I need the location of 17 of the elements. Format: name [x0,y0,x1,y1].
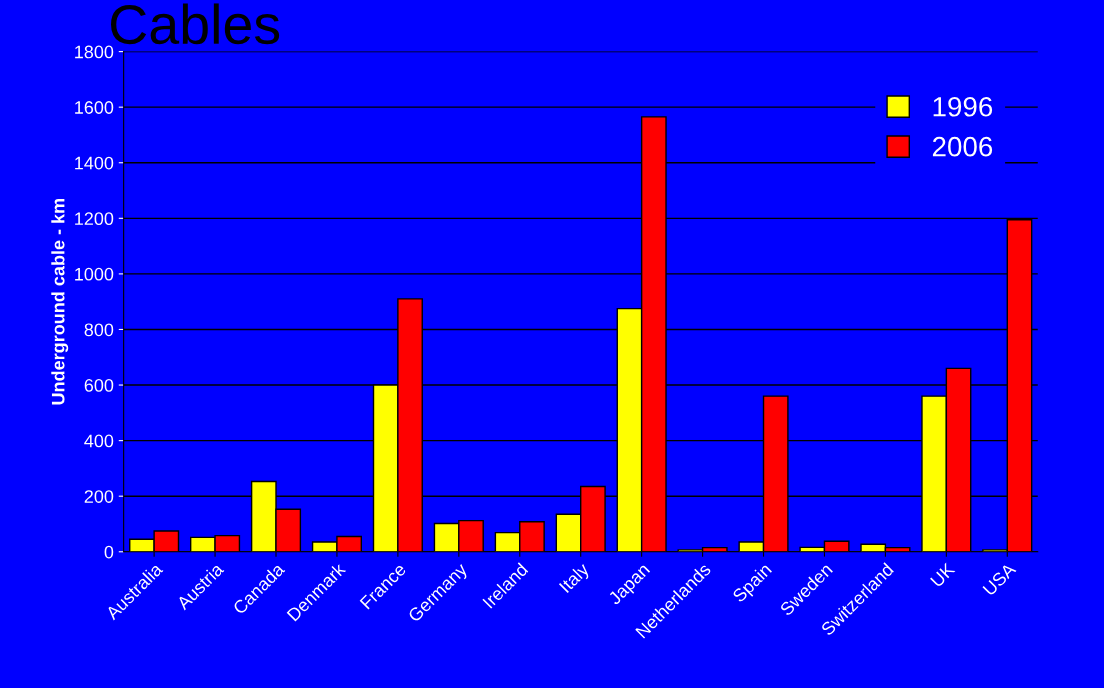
y-axis-title: Underground cable - km [51,198,69,405]
y-tick-label: 800 [84,323,114,337]
x-tick-label: USA [982,561,1017,597]
y-tick-label: 600 [84,378,114,392]
y-tick-label: 1800 [75,45,114,59]
y-tick-label: 1000 [75,267,114,281]
y-tick-label: 0 [104,545,114,559]
x-tick-label: Italy [558,561,593,596]
y-tick-label: 1400 [75,156,114,170]
y-tick-label: 200 [84,490,114,503]
y-tick-label: 1200 [75,212,114,226]
legend-label: 1996 [933,96,993,117]
y-tick-label: 1600 [75,101,114,114]
x-tick-label: UK [930,562,956,588]
legend-label: 2006 [932,136,993,157]
chart-title: Cables [111,3,280,45]
y-tick-label: 400 [84,434,114,448]
